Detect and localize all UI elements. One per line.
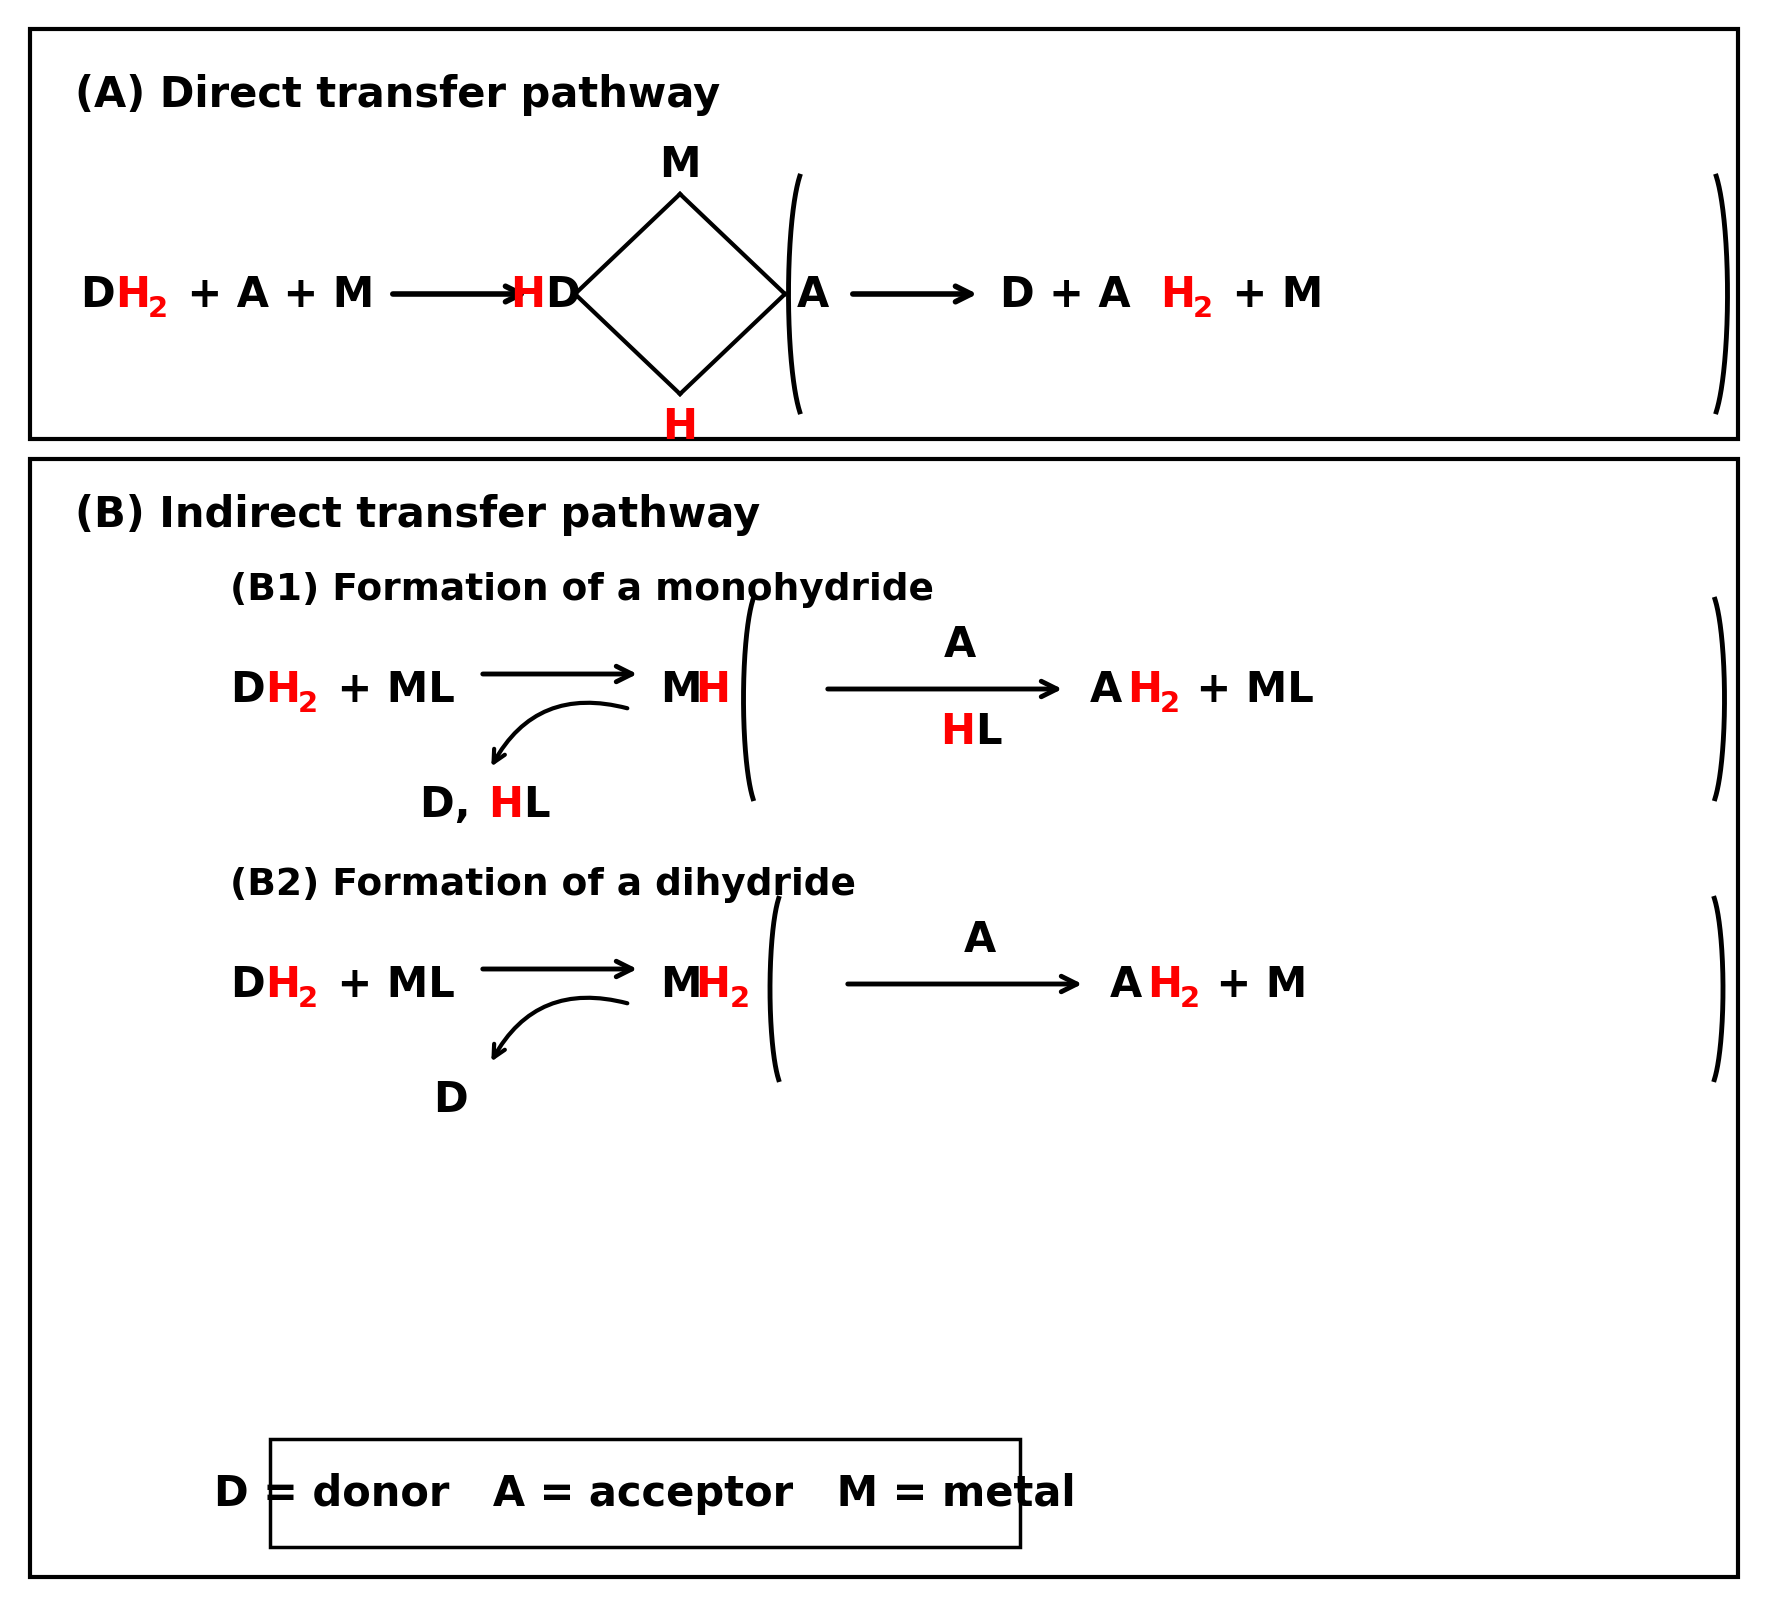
Text: D + A: D + A: [1001, 273, 1130, 317]
Text: A: A: [1091, 669, 1123, 710]
Text: 2: 2: [1179, 985, 1200, 1012]
Text: 2: 2: [299, 689, 318, 718]
Text: (A) Direct transfer pathway: (A) Direct transfer pathway: [74, 74, 720, 116]
Text: D: D: [230, 964, 265, 1006]
Text: (B1) Formation of a monohydride: (B1) Formation of a monohydride: [230, 572, 934, 607]
Text: 2: 2: [1160, 689, 1179, 718]
Text: M: M: [659, 964, 702, 1006]
Text: A: A: [797, 273, 829, 317]
Text: + ML: + ML: [1183, 669, 1314, 710]
Text: D,: D,: [421, 784, 484, 826]
Text: H: H: [265, 669, 301, 710]
Text: + M: + M: [1218, 273, 1322, 317]
Text: L: L: [523, 784, 550, 826]
Text: D = donor   A = acceptor   M = metal: D = donor A = acceptor M = metal: [214, 1472, 1075, 1514]
Text: H: H: [941, 710, 974, 752]
Text: A: A: [964, 919, 995, 961]
Text: + A + M: + A + M: [173, 273, 375, 317]
Text: A: A: [1110, 964, 1142, 1006]
Text: H: H: [663, 405, 698, 448]
Text: D: D: [545, 273, 580, 317]
Text: D: D: [80, 273, 115, 317]
Text: L: L: [974, 710, 1002, 752]
Text: 2: 2: [149, 294, 168, 323]
Text: (B2) Formation of a dihydride: (B2) Formation of a dihydride: [230, 866, 856, 903]
Text: H: H: [115, 273, 150, 317]
Text: H: H: [1160, 273, 1195, 317]
Text: 2: 2: [1193, 294, 1213, 323]
Text: H: H: [488, 784, 523, 826]
Text: A: A: [944, 624, 976, 665]
Text: H: H: [1147, 964, 1183, 1006]
Text: 2: 2: [299, 985, 318, 1012]
Text: D: D: [230, 669, 265, 710]
Text: + M: + M: [1202, 964, 1307, 1006]
Text: + ML: + ML: [324, 669, 454, 710]
Text: M: M: [659, 145, 700, 186]
Text: H: H: [1126, 669, 1162, 710]
Text: H: H: [695, 669, 730, 710]
Text: D: D: [433, 1078, 467, 1120]
Text: H: H: [265, 964, 301, 1006]
Text: + ML: + ML: [324, 964, 454, 1006]
Text: H: H: [695, 964, 730, 1006]
Text: M: M: [659, 669, 702, 710]
Text: (B) Indirect transfer pathway: (B) Indirect transfer pathway: [74, 493, 760, 535]
Text: H: H: [509, 273, 545, 317]
Text: 2: 2: [730, 985, 750, 1012]
